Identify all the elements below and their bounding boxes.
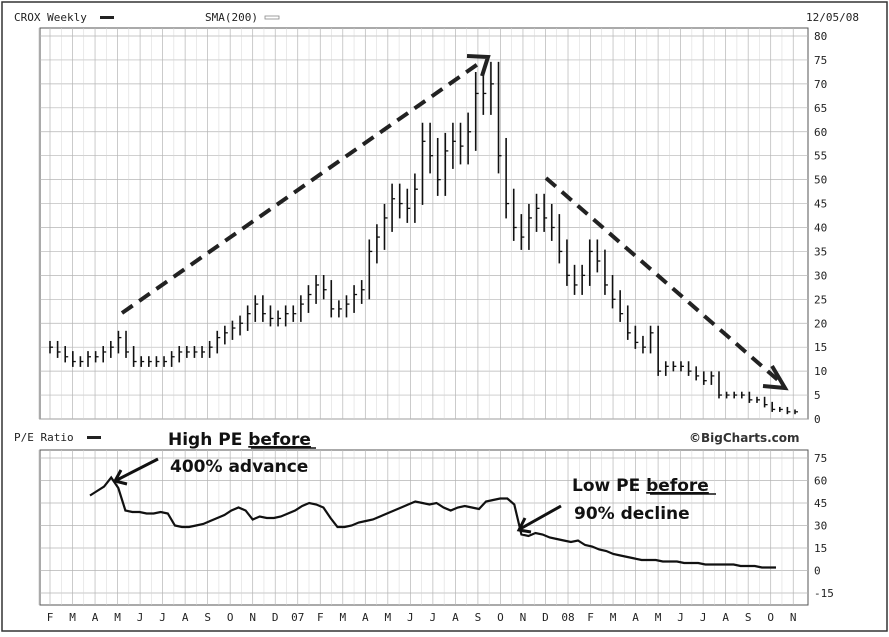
x-tick-label: M bbox=[69, 611, 76, 624]
pe-panel bbox=[39, 449, 809, 606]
pe-y-tick: 45 bbox=[814, 497, 827, 510]
x-tick-label: M bbox=[114, 611, 121, 624]
x-tick-label: A bbox=[452, 611, 459, 624]
pe-y-tick: 15 bbox=[814, 542, 827, 555]
price-y-tick: 45 bbox=[814, 198, 827, 211]
pe-y-tick: 75 bbox=[814, 452, 827, 465]
brand-label: ©BigCharts.com bbox=[689, 431, 800, 445]
x-tick-label: J bbox=[407, 611, 414, 624]
x-tick-label: M bbox=[385, 611, 392, 624]
annotation-low-pe-line2: 90% decline bbox=[574, 504, 690, 524]
x-tick-label: N bbox=[249, 611, 256, 624]
x-tick-label: M bbox=[655, 611, 662, 624]
low-pe-arrow bbox=[519, 504, 562, 531]
price-legend-swatch bbox=[100, 16, 114, 19]
annotation-low-pe: Low PE before bbox=[572, 476, 709, 496]
x-tick-label: A bbox=[722, 611, 729, 624]
sma-label: SMA(200) bbox=[205, 11, 258, 24]
pe-series-line bbox=[89, 475, 776, 569]
pe-y-axis: -15 0 15 30 45 60 75 bbox=[814, 452, 834, 600]
low-pe-arrowhead bbox=[516, 517, 532, 534]
pe-label: P/E Ratio bbox=[14, 431, 74, 444]
price-y-tick: 10 bbox=[814, 365, 827, 378]
price-y-axis: 0 5 10 15 20 25 30 35 40 45 50 55 60 65 70 75 80 bbox=[814, 30, 827, 426]
x-tick-label: F bbox=[317, 611, 324, 624]
upper-header-bar bbox=[8, 9, 878, 27]
price-y-tick: 30 bbox=[814, 269, 827, 282]
price-y-tick: 80 bbox=[814, 30, 827, 43]
sma-legend-swatch bbox=[264, 15, 280, 20]
annotation-high-pe: High PE before bbox=[168, 430, 311, 450]
pe-y-tick: 60 bbox=[814, 475, 827, 488]
x-tick-label: F bbox=[587, 611, 594, 624]
x-tick-label: J bbox=[159, 611, 166, 624]
price-y-tick: 0 bbox=[814, 413, 821, 426]
downtrend-arrow bbox=[544, 176, 781, 383]
price-y-tick: 50 bbox=[814, 174, 827, 187]
price-y-tick: 40 bbox=[814, 222, 827, 235]
x-tick-label: N bbox=[520, 611, 527, 624]
x-tick-label: M bbox=[339, 611, 346, 624]
x-tick-label: 08 bbox=[561, 611, 574, 624]
price-panel bbox=[39, 27, 809, 420]
price-y-tick: 75 bbox=[814, 54, 827, 67]
x-tick-label: A bbox=[632, 611, 639, 624]
x-tick-label: J bbox=[430, 611, 437, 624]
downtrend-arrowhead bbox=[762, 364, 789, 391]
x-tick-label: N bbox=[790, 611, 797, 624]
x-tick-label: S bbox=[204, 611, 211, 624]
symbol-label: CROX Weekly bbox=[14, 11, 87, 24]
price-bars bbox=[49, 61, 798, 415]
x-axis-labels: F M A M J J A S O N D 07 F M A M J J A S O N D 08 F M A M J J A S O N bbox=[47, 611, 797, 624]
x-tick-label: O bbox=[767, 611, 774, 624]
x-tick-label: J bbox=[700, 611, 707, 624]
x-tick-label: D bbox=[272, 611, 279, 624]
high-pe-arrowhead bbox=[112, 469, 128, 486]
uptrend-arrowhead bbox=[466, 54, 491, 77]
price-y-tick: 65 bbox=[814, 102, 827, 115]
x-tick-label: S bbox=[475, 611, 482, 624]
high-pe-arrow bbox=[114, 457, 159, 483]
x-tick-label: 07 bbox=[291, 611, 304, 624]
x-tick-label: A bbox=[182, 611, 189, 624]
x-tick-label: M bbox=[610, 611, 617, 624]
price-y-tick: 15 bbox=[814, 341, 827, 354]
uptrend-arrow bbox=[120, 62, 480, 315]
pe-legend-swatch bbox=[87, 436, 101, 439]
x-tick-label: J bbox=[677, 611, 684, 624]
price-grid bbox=[38, 28, 808, 420]
x-tick-label: A bbox=[92, 611, 99, 624]
pe-y-tick: 0 bbox=[814, 565, 821, 578]
x-tick-label: O bbox=[497, 611, 504, 624]
price-y-tick: 5 bbox=[814, 389, 821, 402]
price-y-tick: 20 bbox=[814, 317, 827, 330]
price-y-tick: 35 bbox=[814, 245, 827, 258]
price-y-tick: 70 bbox=[814, 78, 827, 91]
x-tick-label: J bbox=[137, 611, 144, 624]
x-tick-label: F bbox=[47, 611, 54, 624]
x-tick-label: D bbox=[542, 611, 549, 624]
annotation-high-pe-line2: 400% advance bbox=[170, 457, 308, 477]
pe-y-tick: -15 bbox=[814, 587, 834, 600]
date-label: 12/05/08 bbox=[806, 11, 859, 24]
price-y-tick: 25 bbox=[814, 293, 827, 306]
price-y-tick: 55 bbox=[814, 150, 827, 163]
price-y-tick: 60 bbox=[814, 126, 827, 139]
x-tick-label: O bbox=[227, 611, 234, 624]
pe-y-tick: 30 bbox=[814, 520, 827, 533]
x-tick-label: A bbox=[362, 611, 369, 624]
x-tick-label: S bbox=[745, 611, 752, 624]
